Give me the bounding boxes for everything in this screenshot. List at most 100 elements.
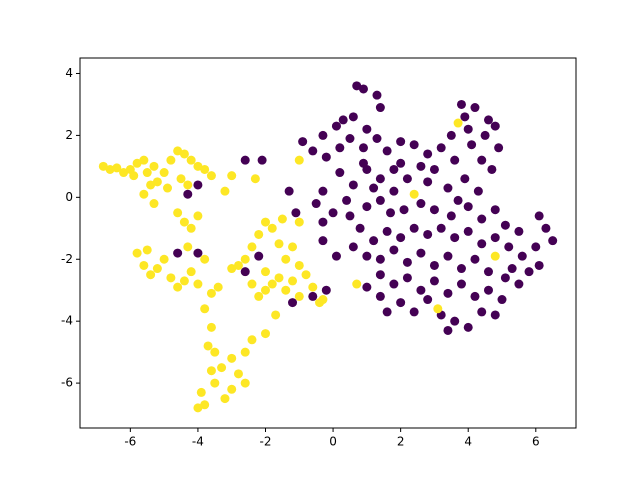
point bbox=[281, 254, 291, 264]
point bbox=[358, 84, 368, 94]
point bbox=[443, 288, 453, 298]
point bbox=[288, 276, 298, 286]
point bbox=[409, 307, 419, 317]
point bbox=[436, 143, 446, 153]
point bbox=[139, 189, 149, 199]
point bbox=[233, 369, 243, 379]
point bbox=[149, 161, 159, 171]
point bbox=[321, 152, 331, 162]
point bbox=[490, 251, 500, 261]
point bbox=[260, 285, 270, 295]
point bbox=[119, 168, 129, 178]
point bbox=[389, 279, 399, 289]
point bbox=[220, 186, 230, 196]
point bbox=[210, 378, 220, 388]
point bbox=[321, 285, 331, 295]
point bbox=[517, 251, 527, 261]
point bbox=[335, 168, 345, 178]
point bbox=[193, 161, 203, 171]
point bbox=[318, 217, 328, 227]
point bbox=[179, 149, 189, 159]
axes-frame bbox=[79, 57, 577, 429]
point bbox=[260, 267, 270, 277]
point bbox=[294, 260, 304, 270]
point bbox=[284, 186, 294, 196]
point bbox=[196, 387, 206, 397]
point bbox=[342, 195, 352, 205]
point bbox=[358, 143, 368, 153]
point bbox=[450, 233, 460, 243]
point bbox=[206, 288, 216, 298]
point bbox=[453, 195, 463, 205]
point bbox=[389, 164, 399, 174]
point bbox=[173, 208, 183, 218]
point bbox=[409, 189, 419, 199]
point bbox=[152, 177, 162, 187]
point bbox=[470, 254, 480, 264]
point bbox=[183, 242, 193, 252]
point bbox=[541, 223, 551, 233]
point bbox=[193, 180, 203, 190]
point bbox=[254, 251, 264, 261]
point bbox=[490, 310, 500, 320]
point bbox=[460, 174, 470, 184]
point bbox=[129, 171, 139, 181]
point bbox=[433, 304, 443, 314]
point bbox=[298, 137, 308, 147]
point bbox=[372, 134, 382, 144]
point bbox=[423, 229, 433, 239]
point bbox=[423, 295, 433, 305]
point bbox=[338, 115, 348, 125]
point bbox=[375, 103, 385, 113]
point bbox=[213, 282, 223, 292]
point bbox=[294, 217, 304, 227]
point bbox=[271, 310, 281, 320]
point bbox=[396, 298, 406, 308]
point bbox=[409, 223, 419, 233]
point bbox=[173, 248, 183, 258]
point bbox=[490, 121, 500, 131]
point bbox=[260, 329, 270, 339]
point bbox=[399, 205, 409, 215]
point bbox=[173, 282, 183, 292]
point bbox=[132, 248, 142, 258]
point bbox=[240, 267, 250, 277]
point bbox=[500, 220, 510, 230]
point bbox=[483, 267, 493, 277]
point bbox=[473, 186, 483, 196]
point bbox=[463, 202, 473, 212]
point bbox=[240, 254, 250, 264]
point bbox=[348, 112, 358, 122]
point bbox=[534, 260, 544, 270]
point bbox=[369, 183, 379, 193]
point bbox=[524, 267, 534, 277]
point bbox=[494, 143, 504, 153]
point bbox=[301, 270, 311, 280]
point bbox=[487, 164, 497, 174]
point bbox=[402, 273, 412, 283]
point bbox=[193, 211, 203, 221]
point bbox=[335, 143, 345, 153]
point bbox=[352, 81, 362, 91]
x-tick-label: 2 bbox=[397, 435, 405, 449]
point bbox=[206, 171, 216, 181]
point bbox=[200, 400, 210, 410]
point bbox=[362, 124, 372, 134]
point bbox=[210, 347, 220, 357]
point bbox=[254, 229, 264, 239]
point bbox=[193, 279, 203, 289]
point bbox=[534, 211, 544, 221]
point bbox=[352, 279, 362, 289]
point bbox=[247, 279, 257, 289]
point bbox=[456, 279, 466, 289]
point bbox=[193, 403, 203, 413]
point bbox=[200, 164, 210, 174]
point bbox=[274, 273, 284, 283]
point bbox=[362, 282, 372, 292]
point bbox=[355, 223, 365, 233]
point bbox=[477, 307, 487, 317]
point bbox=[514, 226, 524, 236]
point bbox=[372, 90, 382, 100]
point bbox=[483, 115, 493, 125]
